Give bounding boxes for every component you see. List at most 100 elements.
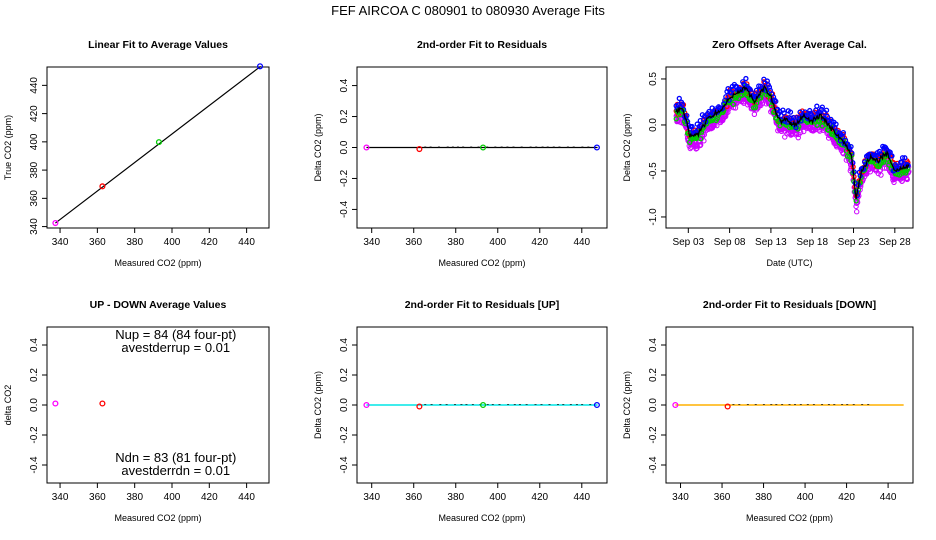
y-tick-label: -1.0 [648, 208, 659, 226]
data-point [814, 103, 820, 109]
y-tick-label: 0.0 [339, 140, 350, 154]
data-point [840, 129, 846, 136]
x-tick-label: 360 [405, 492, 422, 503]
x-tick-label: 440 [238, 492, 255, 503]
x-axis-label: Measured CO2 (ppm) [746, 513, 833, 523]
data-point [99, 400, 106, 407]
data-point [902, 155, 908, 161]
data-point [752, 104, 759, 111]
data-point [833, 121, 839, 127]
data-point [480, 144, 487, 151]
x-tick-label: 400 [164, 237, 181, 248]
x-tick-label: Sep 23 [838, 237, 870, 248]
y-tick-label: 0.5 [648, 72, 659, 86]
data-point [881, 159, 887, 165]
data-point [155, 139, 162, 146]
data-point [781, 110, 787, 116]
series-line [675, 84, 910, 200]
data-point [878, 172, 884, 178]
x-tick-label: 340 [363, 237, 380, 248]
data-point [867, 169, 873, 175]
data-point [363, 144, 370, 151]
x-tick-label: 340 [52, 492, 69, 503]
data-point [724, 403, 731, 410]
y-tick-label: 0.4 [339, 78, 350, 92]
data-point [697, 142, 704, 148]
panel-title: 2nd-order Fit to Residuals [UP] [405, 299, 560, 311]
y-tick-label: -0.2 [648, 426, 659, 444]
y-tick-label: -0.2 [339, 169, 350, 187]
y-axis-label: Delta CO2 (ppm) [622, 113, 632, 181]
annotation-text: avestderrdn = 0.01 [121, 463, 230, 478]
data-point [899, 155, 906, 161]
data-point [807, 107, 813, 114]
y-axis-label: Delta CO2 (ppm) [622, 371, 632, 439]
data-point [805, 116, 811, 122]
data-point [773, 98, 779, 105]
x-tick-label: 420 [201, 237, 218, 248]
y-tick-label: 0.2 [29, 368, 40, 382]
x-tick-label: Sep 13 [755, 237, 787, 248]
x-tick-label: 400 [164, 492, 181, 503]
x-axis-label: Measured CO2 (ppm) [114, 258, 201, 268]
x-tick-label: Sep 28 [879, 237, 911, 248]
data-point [733, 95, 739, 101]
panel-4: UP - DOWN Average Values 340 360 380 400 420 4… [3, 299, 270, 523]
y-axis-label: Delta CO2 (ppm) [313, 113, 323, 181]
x-tick-label: Sep 03 [672, 237, 704, 248]
data-point [787, 109, 794, 115]
panel-title: Linear Fit to Average Values [88, 39, 228, 51]
data-point [904, 176, 910, 183]
data-point [416, 145, 423, 153]
data-point [593, 401, 600, 409]
x-tick-label: 360 [89, 237, 106, 248]
x-tick-label: 360 [89, 492, 106, 503]
data-point [743, 75, 749, 82]
data-point [99, 183, 106, 190]
x-tick-label: 440 [880, 492, 897, 503]
x-tick-label: 380 [447, 492, 464, 503]
data-point [363, 401, 370, 409]
y-axis-label: Delta CO2 (ppm) [313, 371, 323, 439]
x-tick-label: 380 [447, 237, 464, 248]
data-point [789, 117, 796, 124]
x-axis-label: Date (UTC) [766, 258, 812, 268]
panel-6: 2nd-order Fit to Residuals [DOWN] 340 360 3… [622, 299, 914, 523]
data-point [723, 94, 729, 100]
y-tick-label: 0.0 [648, 398, 659, 412]
data-point [851, 169, 857, 175]
y-tick-label: 0.4 [648, 338, 659, 352]
data-point [673, 116, 679, 122]
data-point [416, 403, 423, 410]
x-tick-label: 400 [489, 237, 506, 248]
data-point [697, 136, 704, 142]
x-axis-label: Measured CO2 (ppm) [438, 258, 525, 268]
y-tick-label: 0.2 [339, 368, 350, 382]
data-point [706, 108, 712, 115]
panel-title: 2nd-order Fit to Residuals [417, 39, 547, 51]
y-tick-label: 0.2 [648, 368, 659, 382]
annotation-text: avestderrup = 0.01 [121, 340, 230, 355]
data-point [256, 63, 264, 70]
data-point [693, 146, 699, 152]
data-point [730, 101, 736, 108]
panel-title: UP - DOWN Average Values [90, 299, 227, 311]
x-tick-label: 360 [714, 492, 731, 503]
data-point [52, 220, 59, 227]
x-tick-label: 340 [52, 237, 69, 248]
x-tick-label: 360 [405, 237, 422, 248]
data-point [795, 134, 801, 141]
y-tick-label: -0.4 [648, 456, 659, 474]
data-point [689, 123, 695, 130]
data-point [819, 104, 825, 110]
plot-frame [46, 66, 270, 229]
y-tick-label: -0.2 [339, 426, 350, 444]
y-tick-label: 420 [29, 105, 40, 122]
x-tick-label: 400 [797, 492, 814, 503]
y-tick-label: 440 [29, 77, 40, 94]
y-tick-label: 380 [29, 161, 40, 178]
data-point [676, 95, 682, 102]
y-tick-label: -0.4 [29, 456, 40, 474]
data-point [593, 144, 600, 151]
